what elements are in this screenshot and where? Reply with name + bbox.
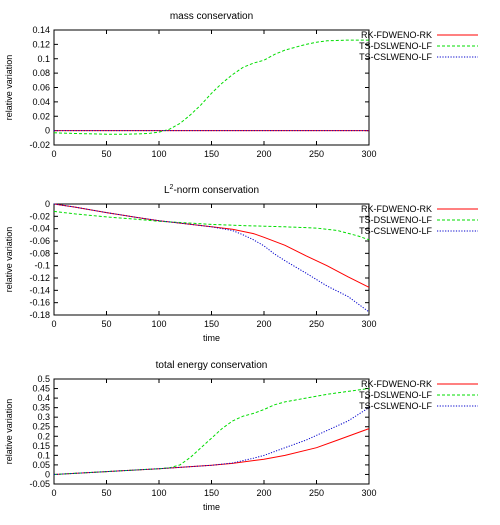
x-tick-label: 150 [204, 149, 219, 159]
plot-frame [53, 203, 370, 316]
y-axis-label: relative variation [4, 399, 14, 465]
legend-label: TS-CSLWENO-LF [359, 401, 432, 411]
legend-label: RK-FDWENO-RK [361, 30, 432, 40]
legend-label: TS-DSLWENO-LF [359, 215, 432, 225]
x-tick-label: 50 [101, 319, 111, 329]
y-tick-label: 0.1 [37, 54, 50, 64]
x-tick-label: 250 [309, 319, 324, 329]
series-line-ts-dslweno-lf [53, 388, 370, 475]
x-tick-label: 300 [361, 488, 376, 498]
y-tick-label: -0.12 [29, 273, 50, 283]
chart-title: L2-norm conservation [164, 184, 259, 196]
y-tick-label: 0.3 [37, 412, 50, 422]
series-line-ts-dslweno-lf [53, 39, 369, 135]
chart-title: mass conservation [170, 11, 253, 22]
legend-label: RK-FDWENO-RK [361, 379, 432, 389]
plot-frame [53, 378, 370, 485]
y-tick-label: -0.16 [29, 298, 50, 308]
y-tick-label: -0.02 [29, 211, 50, 221]
chart-panel-3: total energy conservation 0 50 100 150 200 250… [4, 360, 478, 512]
y-tick-label: -0.05 [29, 479, 50, 489]
y-tick-label: 0.2 [37, 431, 50, 441]
series-line-rk-fdweno-rk [53, 203, 370, 288]
y-tick-label: -0.18 [29, 310, 50, 320]
x-tick-label: 100 [151, 319, 166, 329]
x-tick-label: 150 [204, 488, 219, 498]
y-tick-label: 0 [45, 469, 50, 479]
x-tick-label: 0 [51, 149, 56, 159]
x-tick-label: 100 [151, 149, 166, 159]
y-tick-label: -0.02 [29, 140, 50, 150]
plot-frame [53, 29, 370, 146]
x-tick-label: 250 [309, 149, 324, 159]
y-tick-label: 0.5 [37, 374, 50, 384]
y-axis-label: relative variation [4, 55, 14, 121]
y-tick-label: -0.1 [34, 261, 50, 271]
x-tick-label: 0 [51, 319, 56, 329]
legend-label: TS-DSLWENO-LF [359, 41, 432, 51]
y-tick-label: 0.14 [32, 25, 50, 35]
x-tick-label: 150 [204, 319, 219, 329]
legend-label: TS-CSLWENO-LF [359, 226, 432, 236]
y-tick-label: 0.05 [32, 460, 50, 470]
y-tick-label: 0.1 [37, 450, 50, 460]
series-line-rk-fdweno-rk [53, 428, 370, 475]
chart-panel-2: L2-norm conservation 0 50 100 150 200 250 300 -0… [4, 184, 478, 343]
chart-panel-1: mass conservation 0 50 100 150 200 250 300 -0.02… [4, 11, 478, 159]
x-tick-label: 50 [101, 149, 111, 159]
x-tick-label: 300 [361, 319, 376, 329]
y-tick-label: 0 [45, 126, 50, 136]
y-tick-label: 0.15 [32, 441, 50, 451]
series-line-ts-dslweno-lf [53, 210, 370, 241]
y-tick-label: 0.08 [32, 68, 50, 78]
x-tick-label: 300 [361, 149, 376, 159]
y-tick-label: 0.12 [32, 39, 50, 49]
y-axis-label: relative variation [4, 227, 14, 293]
y-tick-label: -0.06 [29, 236, 50, 246]
legend-label: RK-FDWENO-RK [361, 204, 432, 214]
y-tick-label: 0.35 [32, 403, 50, 413]
chart-title-main: L [164, 185, 170, 196]
series-line-ts-cslweno-lf [53, 203, 370, 313]
x-tick-label: 50 [101, 488, 111, 498]
legend-label: TS-DSLWENO-LF [359, 390, 432, 400]
x-tick-label: 100 [151, 488, 166, 498]
x-tick-label: 250 [309, 488, 324, 498]
x-tick-label: 200 [256, 149, 271, 159]
x-axis-label: time [203, 333, 220, 343]
y-tick-label: -0.14 [29, 285, 50, 295]
y-tick-label: -0.08 [29, 248, 50, 258]
y-tick-label: 0.25 [32, 422, 50, 432]
x-axis-label: time [203, 502, 220, 512]
y-tick-label: -0.04 [29, 224, 50, 234]
chart-title: total energy conservation [156, 360, 268, 371]
y-tick-label: 0.02 [32, 111, 50, 121]
chart-title-rest: -norm conservation [173, 185, 259, 196]
chart-title-sup: 2 [170, 184, 174, 191]
series-line-ts-cslweno-lf [53, 407, 370, 475]
x-tick-label: 200 [256, 319, 271, 329]
y-tick-label: 0.04 [32, 97, 50, 107]
legend-label: TS-CSLWENO-LF [359, 52, 432, 62]
y-tick-label: 0.06 [32, 83, 50, 93]
y-tick-label: 0 [45, 199, 50, 209]
y-tick-label: 0.4 [37, 393, 50, 403]
y-tick-label: 0.45 [32, 384, 50, 394]
x-tick-label: 200 [256, 488, 271, 498]
x-tick-label: 0 [51, 488, 56, 498]
